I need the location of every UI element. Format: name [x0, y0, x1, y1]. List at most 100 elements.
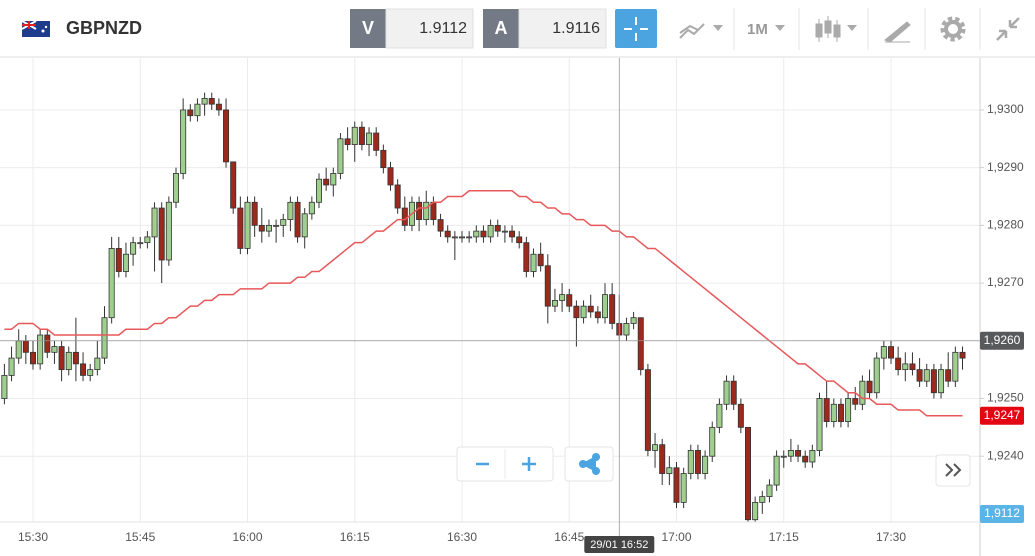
- candle-body: [930, 369, 937, 394]
- candle-body: [151, 207, 158, 238]
- candle-body: [516, 236, 523, 244]
- candle-body: [380, 149, 387, 169]
- candle-body: [809, 450, 816, 463]
- last-price-label: 1,9112: [984, 506, 1020, 520]
- candle-body: [959, 351, 966, 359]
- candle-body: [337, 138, 344, 174]
- candle-body: [602, 294, 609, 319]
- candle-body: [487, 224, 494, 238]
- candle-icon[interactable]: [815, 16, 841, 42]
- candle-body: [437, 219, 444, 232]
- candle-body: [65, 351, 72, 371]
- candle-body: [587, 305, 594, 313]
- bid-box[interactable]: [385, 8, 474, 49]
- candle-body: [473, 230, 480, 238]
- y-tick-label: 1,9280: [987, 218, 1024, 232]
- candle-body: [15, 340, 22, 359]
- candle-body: [137, 242, 144, 245]
- candle-body: [144, 236, 151, 244]
- candle-body: [237, 207, 244, 249]
- candle-body: [37, 334, 44, 365]
- symbol: GBPNZD: [66, 18, 142, 38]
- scroll-end-button[interactable]: [935, 454, 971, 487]
- candle-body: [780, 455, 787, 458]
- settings-icon[interactable]: [940, 16, 966, 42]
- zoom-in[interactable]: [522, 457, 536, 471]
- candle-body: [687, 450, 694, 474]
- candle-body: [923, 369, 930, 382]
- candle-body: [358, 126, 365, 145]
- last-price-tag: [980, 505, 1024, 523]
- candle-body: [208, 97, 215, 105]
- crosshair-y-label: 1,9260: [984, 333, 1021, 347]
- crosshair-x-tag: [584, 536, 655, 553]
- toolbar: GBPNZD V 1.9112 A 1.9116 1M: [0, 0, 1035, 58]
- candle-body: [44, 334, 51, 353]
- x-tick-label: 16:00: [232, 530, 262, 544]
- candle-body: [423, 201, 430, 220]
- x-tick-label: 16:45: [554, 530, 584, 544]
- candle-body: [773, 455, 780, 486]
- candle-body: [466, 236, 473, 239]
- candle-body: [501, 230, 508, 233]
- candle-body: [165, 201, 172, 261]
- x-tick-label: 15:30: [18, 530, 48, 544]
- bid-button[interactable]: [350, 9, 386, 48]
- y-tick-label: 1,9250: [987, 391, 1024, 405]
- candle-body: [8, 357, 15, 376]
- candle-body: [594, 311, 601, 319]
- bid-price: 1.9112: [419, 20, 467, 37]
- candle-body: [916, 369, 923, 382]
- candle-body: [544, 265, 551, 307]
- candle-body: [29, 351, 36, 365]
- candle-body: [945, 369, 952, 382]
- timeframe[interactable]: 1M: [747, 21, 768, 38]
- overlay: 1,9260 29/01 16:52 1,9247: [0, 58, 1024, 553]
- candle-body: [837, 403, 844, 422]
- price-tag-label: 1,9247: [984, 408, 1021, 422]
- candle-body: [323, 178, 330, 186]
- candle-body: [551, 299, 558, 307]
- moving-average: [4, 189, 963, 417]
- candle-body: [58, 346, 65, 371]
- ask-box[interactable]: [518, 8, 607, 49]
- dropdown-arrow: [847, 25, 857, 31]
- candle-body: [294, 201, 301, 238]
- candle-body: [330, 173, 337, 186]
- candle-body: [51, 346, 58, 353]
- crosshair-icon: [624, 17, 648, 41]
- dropdown-arrow: [775, 25, 785, 31]
- candle-body: [787, 450, 794, 457]
- candle-body: [130, 242, 137, 255]
- candle-body: [401, 207, 408, 226]
- candle-body: [494, 224, 501, 232]
- candle-body: [244, 201, 251, 249]
- crosshair-button[interactable]: [615, 9, 657, 48]
- candle-body: [180, 109, 187, 174]
- candle-body: [115, 248, 122, 272]
- candle-body: [723, 380, 730, 405]
- candle-body: [609, 294, 616, 324]
- crosshair-y-tag: [980, 331, 1024, 350]
- chart-type-icon[interactable]: [679, 23, 705, 39]
- candle-body: [752, 501, 759, 521]
- candle-body: [795, 450, 802, 457]
- candle-body: [458, 236, 465, 239]
- draw-icon[interactable]: [884, 21, 911, 43]
- candle-body: [644, 369, 651, 451]
- y-tick-label: 1,9290: [987, 160, 1024, 174]
- bid-label: V: [362, 18, 374, 38]
- y-tick-label: 1,9240: [987, 448, 1024, 462]
- candle-body: [201, 97, 208, 105]
- ask-button[interactable]: [483, 9, 519, 48]
- candle-body: [823, 398, 830, 422]
- candle-body: [94, 357, 101, 371]
- candle-body: [694, 450, 701, 474]
- collapse-icon[interactable]: [996, 17, 1020, 41]
- candle-body: [80, 363, 87, 376]
- candle-body: [938, 369, 945, 394]
- flag: [21, 20, 50, 37]
- candle-body: [251, 201, 258, 226]
- candle-body: [108, 248, 115, 319]
